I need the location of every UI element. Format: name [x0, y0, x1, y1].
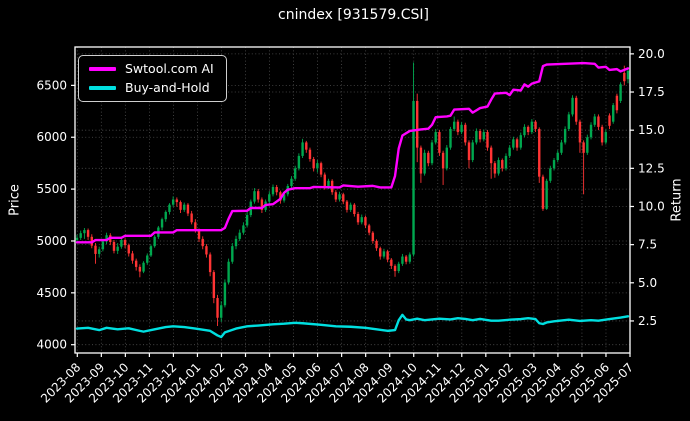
candles-series	[75, 62, 630, 327]
tick-marks	[71, 53, 634, 357]
legend: Swtool.com AI Buy-and-Hold	[78, 55, 227, 102]
x-tick-labels: 2023-082023-092023-102023-112023-122024-…	[38, 360, 636, 405]
return-tick-labels: 2.5 5.0 7.5 10.0 12.5 15.0 17.5 20.0	[638, 47, 665, 328]
svg-text:4500: 4500	[36, 286, 67, 300]
price-tick-labels: 4000 4500 5000 5500 6000 6500	[36, 78, 67, 351]
svg-text:7.5: 7.5	[638, 238, 657, 252]
legend-item-ai: Swtool.com AI	[89, 61, 214, 76]
bh-line-swatch	[89, 85, 116, 90]
svg-text:10.0: 10.0	[638, 199, 665, 213]
svg-text:12.5: 12.5	[638, 161, 665, 175]
bh-return-line	[75, 313, 630, 339]
legend-label-bh: Buy-and-Hold	[125, 80, 210, 95]
svg-text:17.5: 17.5	[638, 85, 665, 99]
svg-text:5000: 5000	[36, 234, 67, 248]
svg-text:15.0: 15.0	[638, 123, 665, 137]
svg-text:2.5: 2.5	[638, 314, 657, 328]
svg-text:20.0: 20.0	[638, 47, 665, 61]
svg-text:5500: 5500	[36, 182, 67, 196]
plot-spines	[74, 46, 631, 354]
svg-text:6500: 6500	[36, 78, 67, 92]
svg-text:4000: 4000	[36, 338, 67, 352]
ai-return-line	[75, 61, 630, 244]
svg-text:6000: 6000	[36, 130, 67, 144]
chart-title: cnindex [931579.CSI]	[278, 7, 429, 23]
legend-item-bh: Buy-and-Hold	[89, 80, 214, 95]
svg-text:5.0: 5.0	[638, 276, 657, 290]
legend-label-ai: Swtool.com AI	[125, 61, 214, 76]
ai-line-swatch	[89, 66, 116, 71]
